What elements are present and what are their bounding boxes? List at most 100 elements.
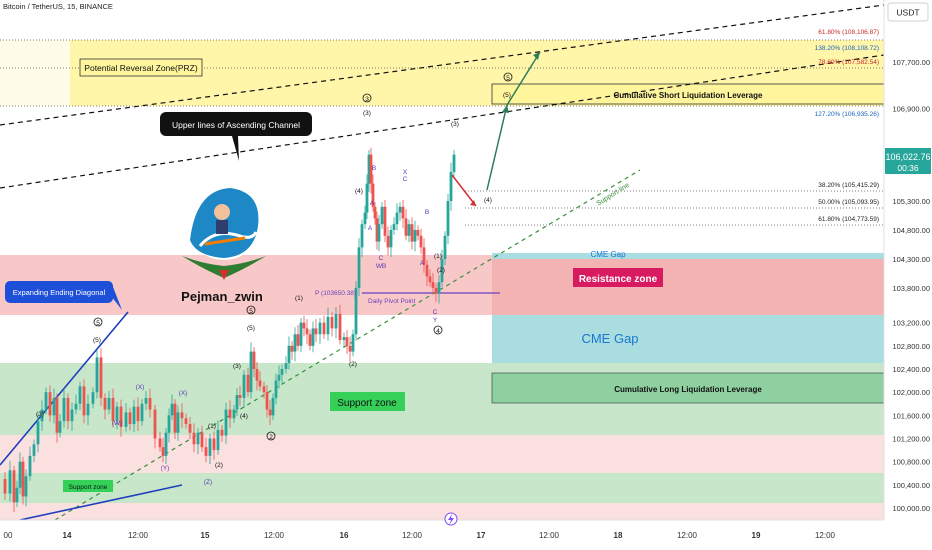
candle-body <box>425 264 429 277</box>
candle-body <box>299 322 303 346</box>
candle-body <box>258 380 262 387</box>
resistance-label: Resistance zone <box>579 274 658 285</box>
resistance-label-box <box>573 268 663 287</box>
time-tick-label: 12:00 <box>402 531 423 540</box>
support-line <box>54 169 641 521</box>
candle-body <box>74 403 78 410</box>
candle-body <box>153 409 157 439</box>
time-tick-label: 12:00 <box>815 531 836 540</box>
fib-label-127: 127.20% (106,935.26) <box>815 111 879 118</box>
arrow-down-head <box>470 200 476 206</box>
logo-leaf-icon <box>182 256 266 278</box>
candle-body <box>78 386 82 404</box>
channel-callout-label: Upper lines of Ascending Channel <box>172 120 300 130</box>
candle-body <box>82 386 86 416</box>
wave-label: C <box>403 176 408 183</box>
candle-body <box>377 224 381 242</box>
candle-body <box>44 392 48 410</box>
candle-body <box>287 345 291 364</box>
candle-body <box>15 487 19 503</box>
candle-body <box>136 406 140 422</box>
candle-body <box>24 476 28 497</box>
candle-body <box>383 206 387 236</box>
candle-body <box>274 380 278 398</box>
candle-body <box>176 412 180 433</box>
fib-label-61: 61.80% (108,106.87) <box>818 29 879 36</box>
candle-body <box>124 412 128 427</box>
wave-label: X <box>403 169 408 176</box>
candle-body <box>422 247 426 265</box>
candle-body <box>12 470 16 503</box>
candle-body <box>103 397 107 410</box>
candle-body <box>235 395 239 410</box>
price-axis[interactable] <box>884 0 932 520</box>
candle-body <box>318 322 322 335</box>
candle-body <box>305 328 309 335</box>
wave-label: (X) <box>136 384 145 391</box>
candle-body <box>367 154 371 184</box>
currency-box[interactable] <box>887 2 929 22</box>
candle-body <box>437 282 441 294</box>
wave-label: (5) <box>503 92 511 99</box>
candle-body <box>290 345 294 352</box>
candle-body <box>369 154 373 184</box>
candle-body <box>52 397 56 416</box>
time-tick-label: 17 <box>477 531 486 540</box>
candle-body <box>404 218 408 236</box>
candle-body <box>262 386 266 393</box>
candle-body <box>452 154 456 173</box>
candle-body <box>314 328 318 335</box>
time-tick-label: 12:00 <box>128 531 149 540</box>
wave-label: (4) <box>484 197 492 204</box>
wave-label: Y <box>433 317 438 324</box>
channel-upper-line <box>0 4 885 126</box>
candle-body <box>220 429 224 436</box>
candle-body <box>188 424 192 433</box>
candle-body <box>392 224 396 230</box>
wave-label-circle <box>433 325 443 335</box>
candle-body <box>132 406 136 425</box>
candle-body <box>302 322 306 329</box>
price-ticks: 107,700.00 106,900.00 105,300.00 104,800.00… <box>892 58 930 513</box>
candle-body <box>249 351 253 393</box>
candle-body <box>216 429 220 451</box>
wave-label: (Y) <box>161 465 170 472</box>
diagonal-lower-line <box>19 484 183 521</box>
candle-body <box>192 432 196 445</box>
candle-body <box>338 313 342 341</box>
candle-body <box>66 397 70 422</box>
time-tick-label: 00 <box>4 531 13 540</box>
candle-body <box>398 206 402 213</box>
candle-body <box>212 438 216 451</box>
candle-body <box>62 397 66 422</box>
time-tick-label: 12:00 <box>539 531 560 540</box>
time-tick-label: 15 <box>201 531 210 540</box>
candle-body <box>48 392 52 416</box>
time-tick-label: 19 <box>752 531 761 540</box>
price-tick-label: 107,700.00 <box>892 58 930 67</box>
long-liq-zone <box>491 372 885 404</box>
diagonal-callout-pointer <box>108 287 122 310</box>
candle-body <box>252 351 256 369</box>
candle-body <box>268 409 272 416</box>
candle-body <box>180 412 184 419</box>
diagonal-callout-box <box>5 281 113 303</box>
author-name: Pejman_zwin <box>181 289 263 304</box>
logo-marker-icon <box>219 270 229 280</box>
time-tick-label: 12:00 <box>264 531 285 540</box>
candle-body <box>322 322 326 335</box>
channel-callout-pointer <box>232 136 239 161</box>
price-tick-label: 102,400.00 <box>892 365 930 374</box>
candle-body <box>342 337 346 341</box>
fib-label-38: 38.20% (105,415.29) <box>818 182 879 189</box>
wave-label: C <box>433 309 438 316</box>
candle-body <box>371 183 375 207</box>
wave-label: (1) <box>208 423 216 430</box>
time-axis[interactable] <box>0 520 932 550</box>
chart-title: Bitcoin / TetherUS, 15, BINANCE <box>3 2 113 11</box>
candle-body <box>265 392 269 410</box>
wave-label: (X) <box>179 390 188 397</box>
time-tick-label: 12:00 <box>677 531 698 540</box>
cme-gap-zone <box>492 315 884 363</box>
